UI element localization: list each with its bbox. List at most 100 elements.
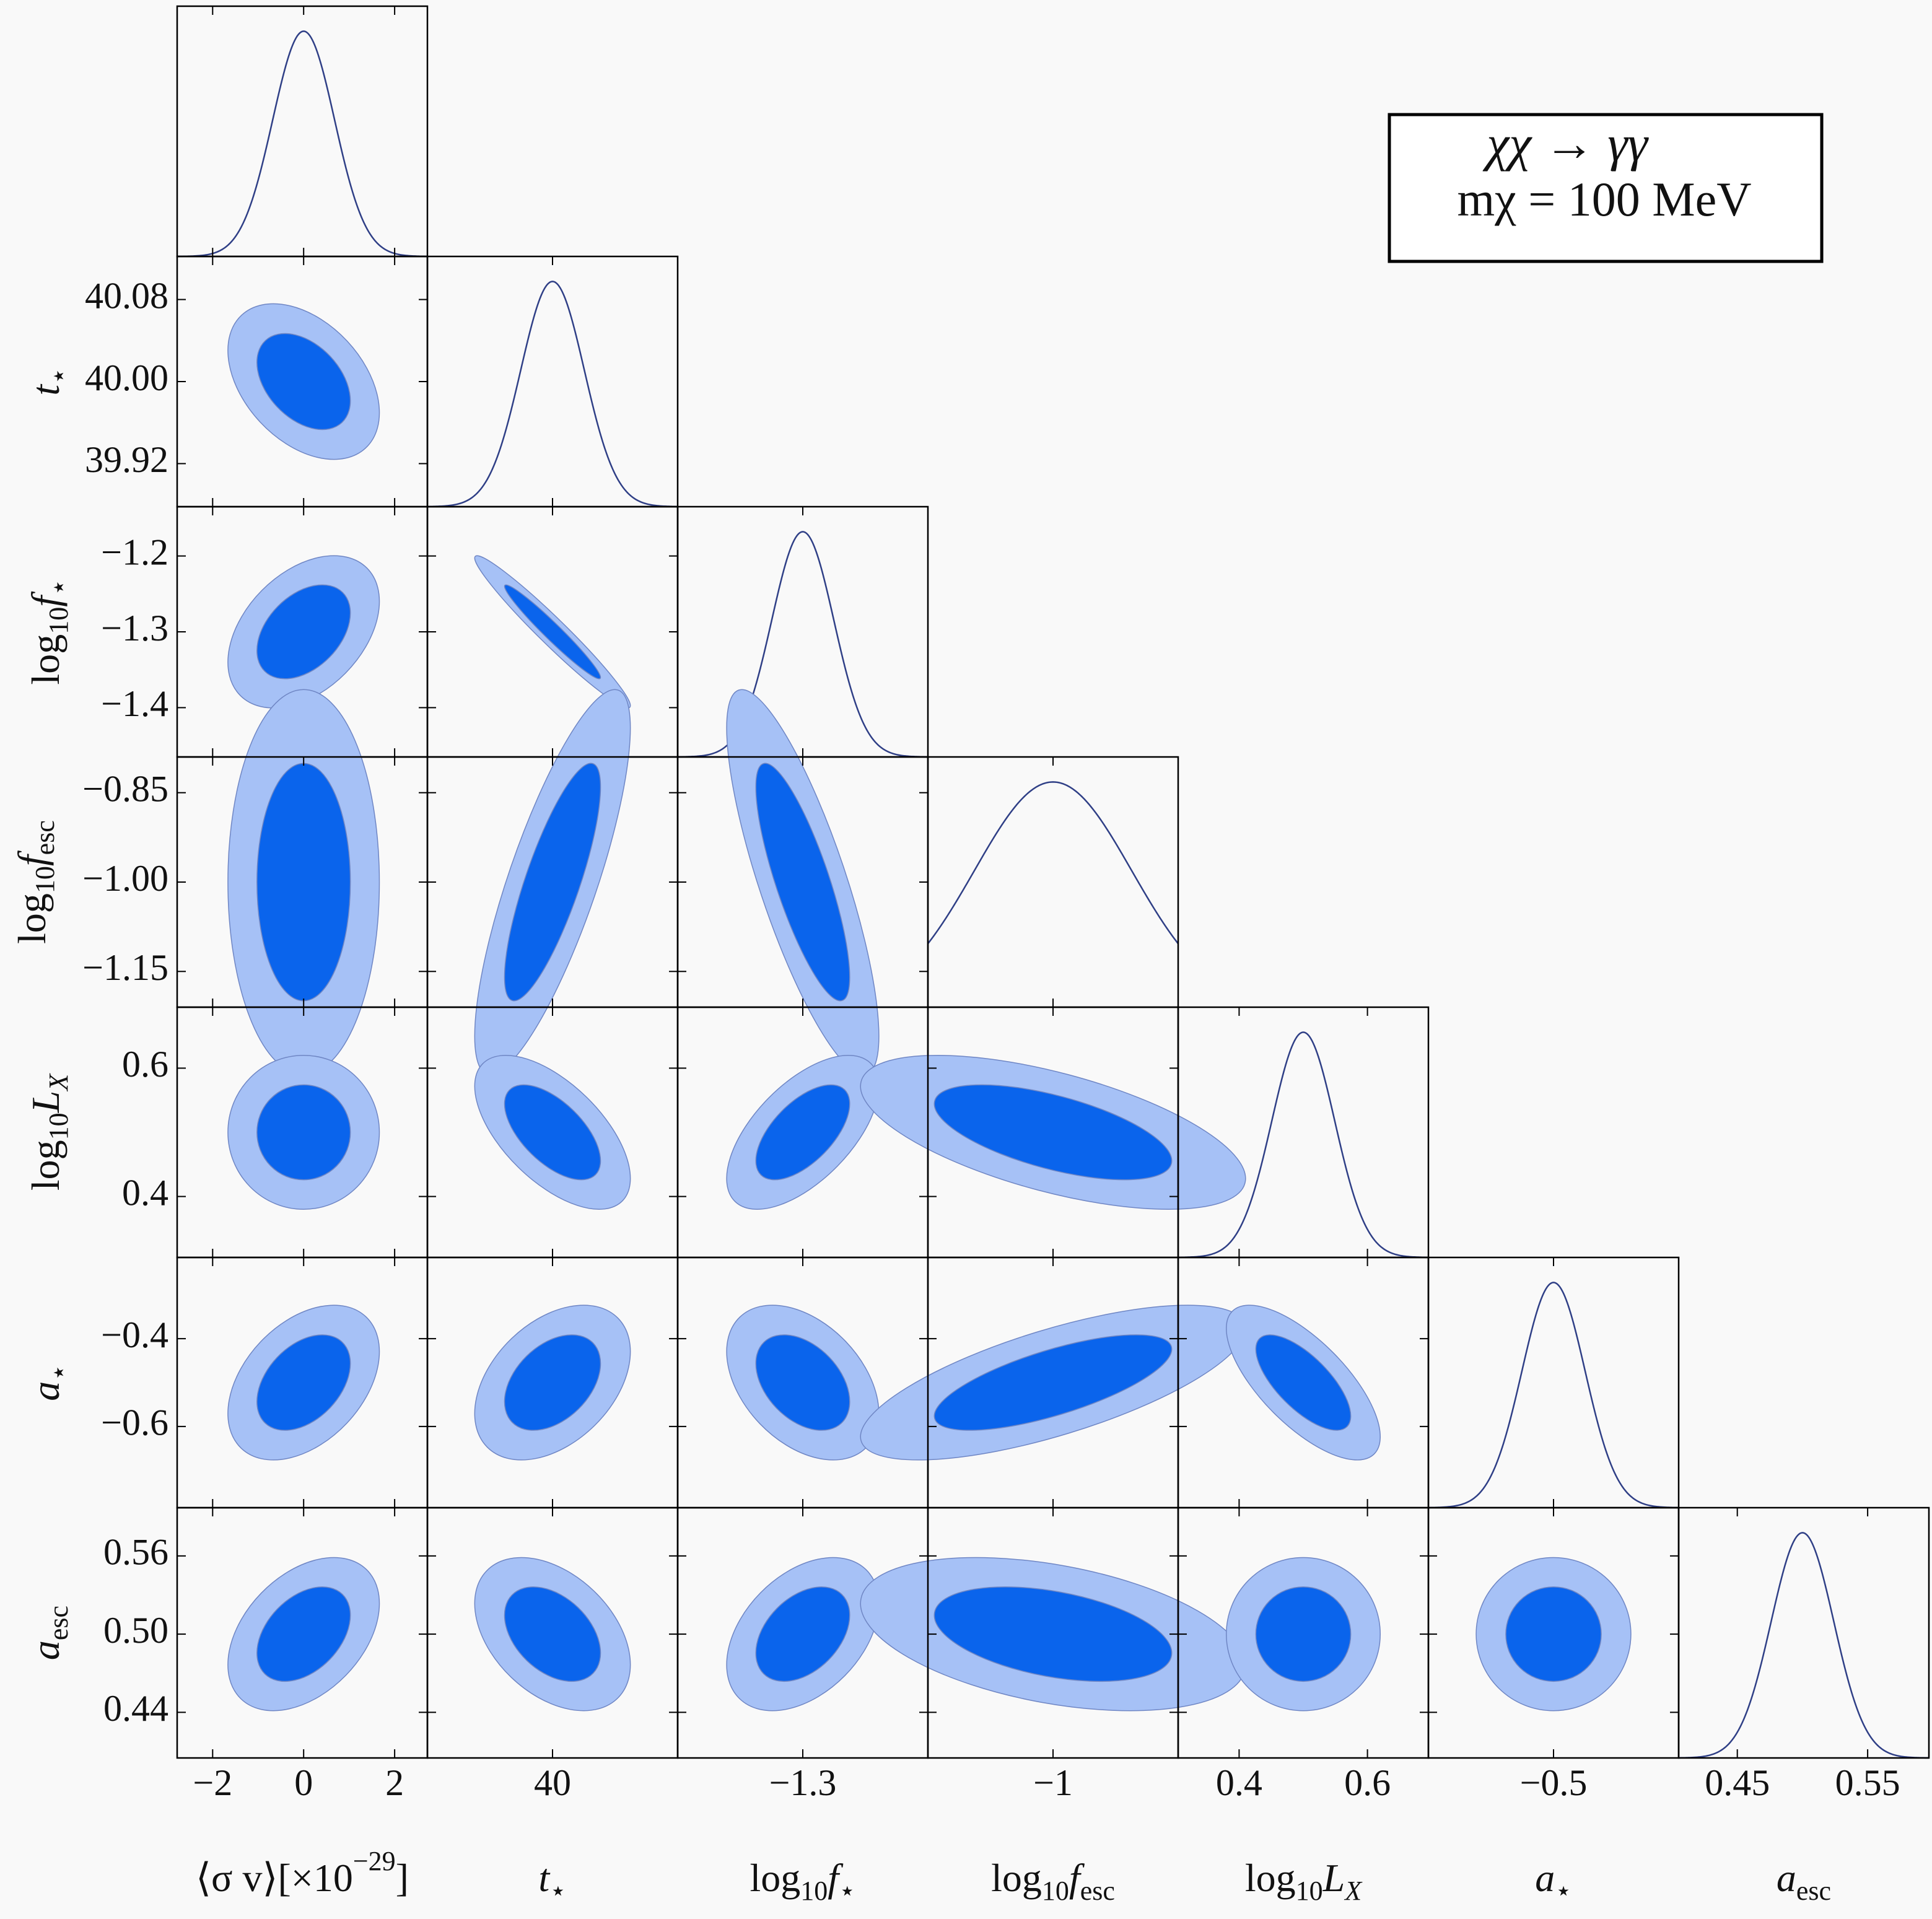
axis-label-part: esc bbox=[1796, 1876, 1831, 1906]
axis-label-part: 10 bbox=[800, 1876, 828, 1906]
axis-label-part: L bbox=[24, 1091, 68, 1114]
y-tick-label: −0.4 bbox=[101, 1314, 168, 1355]
axis-label-part: ] bbox=[396, 1856, 409, 1900]
y-tick-label: 40.00 bbox=[85, 357, 168, 398]
y-tick-label: −0.85 bbox=[82, 768, 168, 809]
contour-68 bbox=[755, 1586, 850, 1682]
x-tick-label: −1 bbox=[1033, 1762, 1073, 1803]
annotation-box bbox=[1388, 113, 1824, 263]
x-tick-label: 0.55 bbox=[1835, 1762, 1900, 1803]
contour-68 bbox=[933, 1084, 1173, 1181]
contour-68 bbox=[1255, 1586, 1352, 1682]
axis-label-part: log bbox=[991, 1856, 1042, 1900]
x-tick-label: −0.5 bbox=[1520, 1762, 1588, 1803]
axis-label-part: a bbox=[24, 1381, 68, 1401]
axis-label-part: ⋆ bbox=[549, 1876, 567, 1906]
axis-label-part: esc bbox=[1080, 1876, 1115, 1906]
y-tick-label: 0.44 bbox=[103, 1688, 168, 1729]
axis-label-part: esc bbox=[30, 820, 60, 855]
x-tick-label: −1.3 bbox=[769, 1762, 837, 1803]
marginal-curve bbox=[677, 531, 929, 758]
axis-label-part: 10 bbox=[30, 866, 60, 893]
axis-label-part: ⋆ bbox=[1555, 1876, 1572, 1906]
y-tick-label: 0.50 bbox=[103, 1610, 168, 1651]
contour-68 bbox=[256, 333, 351, 431]
marginal-curve bbox=[1428, 1282, 1679, 1509]
axis-label-part: ⋆ bbox=[839, 1876, 856, 1906]
axis-label: log10fesc bbox=[10, 820, 61, 944]
axis-label-part: t bbox=[538, 1856, 551, 1900]
axis-label: ⟨σ v⟩[×10−29] bbox=[196, 1846, 409, 1899]
axis-label-part: 10 bbox=[43, 1112, 74, 1140]
axis-label-part: 10 bbox=[1296, 1876, 1323, 1906]
y-tick-label: −1.3 bbox=[101, 608, 168, 649]
y-tick-label: 0.6 bbox=[122, 1044, 168, 1085]
axis-label-part: ⋆ bbox=[43, 367, 74, 385]
contour-68 bbox=[755, 1084, 850, 1181]
axis-label: aesc bbox=[1777, 1856, 1831, 1907]
x-tick-label: 0.45 bbox=[1705, 1762, 1770, 1803]
panel-frame bbox=[1677, 1506, 1930, 1759]
y-tick-label: 0.4 bbox=[122, 1172, 168, 1213]
marginal-curve bbox=[427, 281, 678, 508]
axis-label-part: X bbox=[1344, 1876, 1363, 1906]
axis-label-part: log bbox=[750, 1856, 800, 1900]
marginal-curve bbox=[927, 781, 1179, 945]
axis-label-part: −29 bbox=[353, 1846, 396, 1876]
y-tick-label: −1.4 bbox=[101, 683, 168, 724]
contour-68 bbox=[933, 1334, 1173, 1431]
axis-label: aesc bbox=[24, 1606, 74, 1660]
axis-label: a⋆ bbox=[1535, 1856, 1572, 1907]
marginal-curve bbox=[1678, 1532, 1930, 1759]
axis-label-part: a bbox=[1777, 1856, 1796, 1900]
annotation-process: χχ → γγ bbox=[1482, 115, 1649, 172]
x-tick-label: 0 bbox=[294, 1762, 313, 1803]
axis-label-part: X bbox=[43, 1073, 74, 1092]
contour-68 bbox=[933, 1586, 1173, 1682]
y-tick-label: −1.15 bbox=[82, 947, 168, 988]
axis-label: t⋆ bbox=[538, 1856, 566, 1907]
axis-label-part: a bbox=[24, 1640, 68, 1660]
y-tick-label: 0.56 bbox=[103, 1532, 168, 1573]
axis-label: log10LX bbox=[1245, 1856, 1363, 1907]
contour-68 bbox=[256, 584, 351, 680]
axis-label-part: t bbox=[24, 383, 68, 396]
axis-label: log10LX bbox=[24, 1073, 74, 1191]
marginal-curve bbox=[1178, 1031, 1429, 1259]
x-tick-label: 0.4 bbox=[1216, 1762, 1262, 1803]
axis-label-part: log bbox=[24, 634, 68, 685]
axis-label: log10fesc bbox=[991, 1856, 1115, 1907]
x-tick-label: 40 bbox=[534, 1762, 571, 1803]
contour-68 bbox=[256, 1084, 351, 1181]
annotation-mass: mχ = 100 MeV bbox=[1457, 172, 1751, 226]
y-tick-label: 39.92 bbox=[85, 439, 168, 480]
contour-68 bbox=[755, 1334, 850, 1431]
axis-label: a⋆ bbox=[24, 1364, 74, 1401]
contour-68 bbox=[256, 1586, 351, 1682]
axis-label-part: ⋆ bbox=[43, 579, 74, 596]
contour-68 bbox=[504, 1334, 601, 1431]
axis-label-part: ⟨σ v⟩[×10 bbox=[196, 1856, 353, 1900]
contour-68 bbox=[504, 1586, 601, 1682]
axis-label-part: L bbox=[1322, 1856, 1345, 1900]
x-tick-label: 2 bbox=[385, 1762, 404, 1803]
axis-label: t⋆ bbox=[24, 367, 74, 395]
contour-68 bbox=[504, 763, 601, 1002]
x-tick-label: −2 bbox=[193, 1762, 232, 1803]
axis-label-part: a bbox=[1535, 1856, 1555, 1900]
y-tick-label: −0.6 bbox=[101, 1402, 168, 1443]
contour-68 bbox=[755, 763, 850, 1002]
axis-label-part: log bbox=[1245, 1856, 1296, 1900]
contour-68 bbox=[256, 763, 351, 1002]
contour-68 bbox=[504, 1084, 601, 1181]
contour-68 bbox=[1505, 1586, 1602, 1682]
contour-68 bbox=[504, 584, 601, 680]
contour-68 bbox=[1255, 1334, 1352, 1431]
axis-label-part: log bbox=[24, 1140, 68, 1191]
axis-label-part: log bbox=[10, 893, 54, 944]
axis-label-part: 10 bbox=[1042, 1876, 1069, 1906]
axis-label-part: ⋆ bbox=[43, 1364, 74, 1381]
contour-68 bbox=[256, 1334, 351, 1431]
